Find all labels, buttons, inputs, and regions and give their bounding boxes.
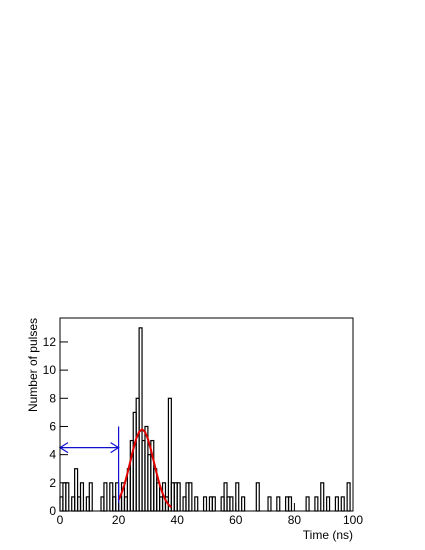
histogram-bar [287,496,293,512]
y-axis-title: Number of pulses [26,318,40,412]
histogram-bar [79,482,85,512]
histogram-bar [211,496,216,512]
histogram-bar [320,482,325,512]
fit-curve [117,427,173,509]
x-tick-label: 40 [171,513,185,527]
histogram-bar [65,482,70,512]
x-axis-title: Time (ns) [303,528,353,542]
histogram-bar [255,482,260,512]
y-tick-label: 12 [43,335,57,349]
y-tick-label: 6 [49,419,56,433]
y-tick-label: 8 [49,391,56,405]
histogram-bar [267,496,272,512]
histogram-bar [326,496,331,512]
x-tick-label: 80 [288,513,302,527]
y-tick-label: 2 [49,476,56,490]
histogram-bar [241,496,246,512]
histogram-bar [103,482,108,512]
histogram-bar [340,496,345,512]
x-tick-label: 100 [343,513,363,527]
y-tick-label: 4 [49,448,56,462]
histogram-bar [202,496,208,512]
histogram-bar [276,496,281,512]
x-tick-label: 60 [229,513,243,527]
histogram-bar [314,496,319,512]
x-tick-label: 0 [57,513,64,527]
y-tick-label: 0 [49,504,56,518]
x-tick-label: 20 [112,513,126,527]
histogram-bar [334,496,339,512]
histogram-bar [194,496,199,512]
histogram-bar [88,482,93,512]
histogram-bar [188,482,193,512]
histogram-bar [229,496,234,512]
plot-frame [59,317,354,512]
histogram-bar [305,496,310,512]
histogram-bar [346,482,351,512]
y-tick-label: 10 [43,363,57,377]
